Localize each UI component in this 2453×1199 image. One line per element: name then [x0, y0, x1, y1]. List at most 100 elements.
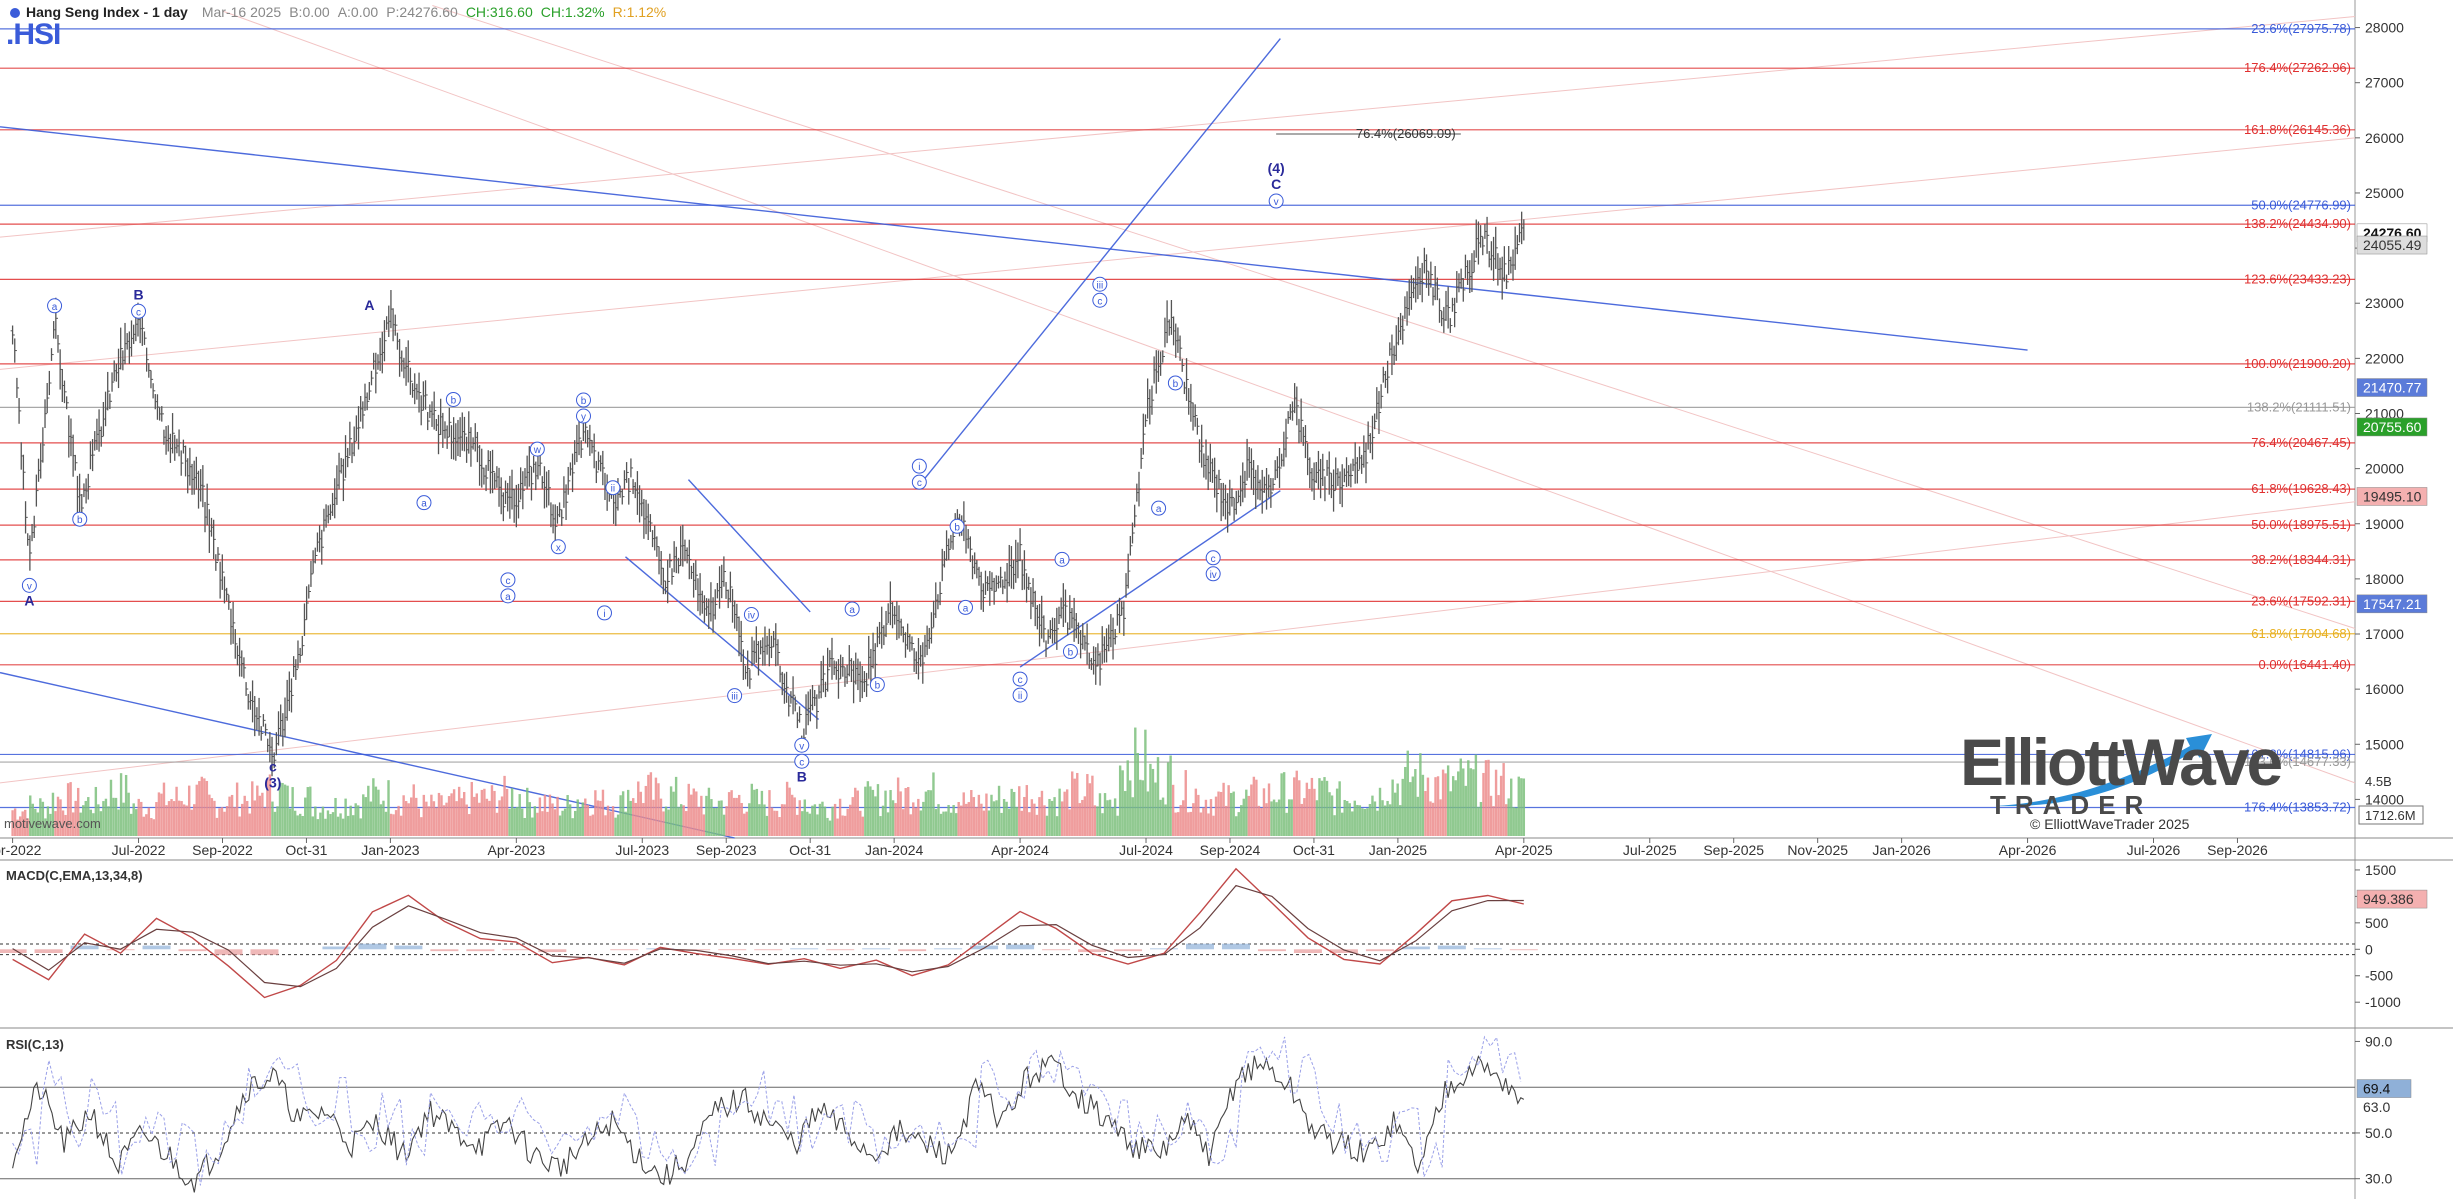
wave-circle-14	[550, 539, 566, 555]
volume-bar	[475, 793, 479, 836]
volume-bar	[1078, 803, 1081, 836]
fib-label-1: 176.4%(27262.96)	[2244, 60, 2351, 75]
volume-bar	[634, 802, 637, 836]
macd-histogram-bar	[898, 949, 927, 952]
y-tick-label: 18000	[2365, 571, 2404, 587]
volume-bar	[1482, 772, 1485, 836]
volume-bar	[521, 808, 524, 836]
volume-bar	[702, 814, 706, 836]
volume-bar	[553, 809, 557, 836]
wave-circle-5	[131, 303, 147, 319]
volume-bar	[894, 803, 897, 836]
macd-histogram-bar	[70, 945, 99, 950]
volume-bar	[1464, 785, 1467, 836]
volume-bar	[745, 811, 748, 836]
volume-bar	[629, 800, 632, 836]
volume-bar	[412, 784, 415, 836]
wave-label-18: i	[603, 609, 605, 620]
volume-bar	[435, 807, 438, 836]
volume-bar	[180, 801, 183, 836]
volume-bar	[1441, 769, 1445, 836]
volume-bar	[1227, 785, 1230, 836]
volume-bar	[304, 797, 307, 836]
volume-bar	[750, 783, 754, 836]
volume-bar	[71, 812, 75, 836]
volume-bar	[1267, 783, 1271, 836]
fib-label-10: 50.0%(18975.51)	[2251, 517, 2351, 532]
volume-bar	[796, 814, 799, 836]
macd-line	[12, 867, 1524, 999]
volume-bar	[46, 806, 50, 836]
volume-bar	[341, 818, 345, 836]
fib-label-17: 176.4%(13853.72)	[2244, 799, 2351, 814]
volume-bar	[732, 797, 736, 836]
wave-circle-17	[605, 480, 621, 496]
volume-bar	[54, 811, 57, 836]
wave-circle-3	[72, 511, 88, 527]
swoosh-icon	[1995, 734, 2212, 807]
wave-label-35: c	[1097, 296, 1102, 307]
volume-bar	[291, 787, 294, 836]
volume-bar	[220, 807, 224, 836]
volume-bar	[606, 805, 610, 836]
volume-bar	[1192, 803, 1195, 836]
volume-bar	[785, 781, 789, 836]
volume-bar	[1240, 805, 1243, 836]
price-tag-5: 17547.21	[2363, 596, 2422, 612]
volume-bar	[1033, 803, 1036, 836]
volume-bar	[768, 790, 771, 836]
volume-bar	[1038, 797, 1041, 836]
volume-bar	[828, 820, 832, 836]
volume-bar	[1358, 805, 1362, 836]
volume-bar	[369, 801, 373, 836]
wave-label-3: b	[77, 515, 83, 526]
volume-bar	[1391, 779, 1394, 836]
volume-bar	[1207, 813, 1210, 836]
volume-bar	[1000, 812, 1003, 836]
volume-bar	[1421, 774, 1425, 836]
volume-bar	[899, 791, 902, 836]
volume-bar	[114, 797, 118, 836]
fib-label-12: 23.6%(17592.31)	[2251, 593, 2351, 608]
wave-label-14: x	[556, 543, 561, 554]
volume-bar	[359, 818, 362, 836]
volume-bar	[1197, 794, 1200, 836]
volume-bar	[513, 808, 516, 836]
trend-line-5	[1019, 490, 1281, 668]
x-tick-label: Sep-2022	[192, 842, 253, 858]
volume-bar	[1262, 788, 1266, 836]
volume-bar	[324, 818, 327, 836]
volume-bar	[889, 790, 892, 836]
volume-bar	[470, 781, 473, 836]
volume-bar	[256, 785, 259, 836]
x-tick-label: Jul-2025	[1623, 842, 1677, 858]
volume-bar	[1076, 772, 1079, 836]
volume-bar	[1060, 801, 1064, 836]
volume-bar	[528, 802, 531, 836]
wave-circle-15	[576, 408, 592, 424]
volume-bar	[1499, 775, 1503, 836]
volume-bar	[596, 800, 600, 836]
wave-circle-31	[1012, 687, 1028, 703]
volume-bar	[775, 810, 779, 836]
volume-bar	[210, 798, 214, 836]
wave-label-29: a	[963, 603, 969, 614]
volume-bar	[831, 806, 834, 836]
volume-bar	[624, 811, 627, 836]
wave-label-13: w	[533, 445, 542, 456]
fib-label-7: 138.2%(21111.51)	[2247, 399, 2351, 414]
volume-bar	[1073, 778, 1076, 836]
x-tick-label: Apr-2023	[488, 842, 546, 858]
macd-histogram-bar	[1401, 946, 1430, 950]
volume-bar	[1308, 788, 1311, 836]
volume-bar	[1007, 808, 1011, 836]
volume-bar	[1159, 799, 1162, 836]
volume-bar	[1050, 800, 1054, 836]
volume-bar	[965, 803, 968, 836]
macd-histogram-bar	[358, 943, 387, 950]
volume-bar	[715, 807, 718, 836]
main-panel-bg	[0, 0, 2453, 838]
volume-bar	[1184, 770, 1187, 836]
volume-bar	[503, 775, 506, 836]
volume-bar	[1404, 766, 1407, 836]
